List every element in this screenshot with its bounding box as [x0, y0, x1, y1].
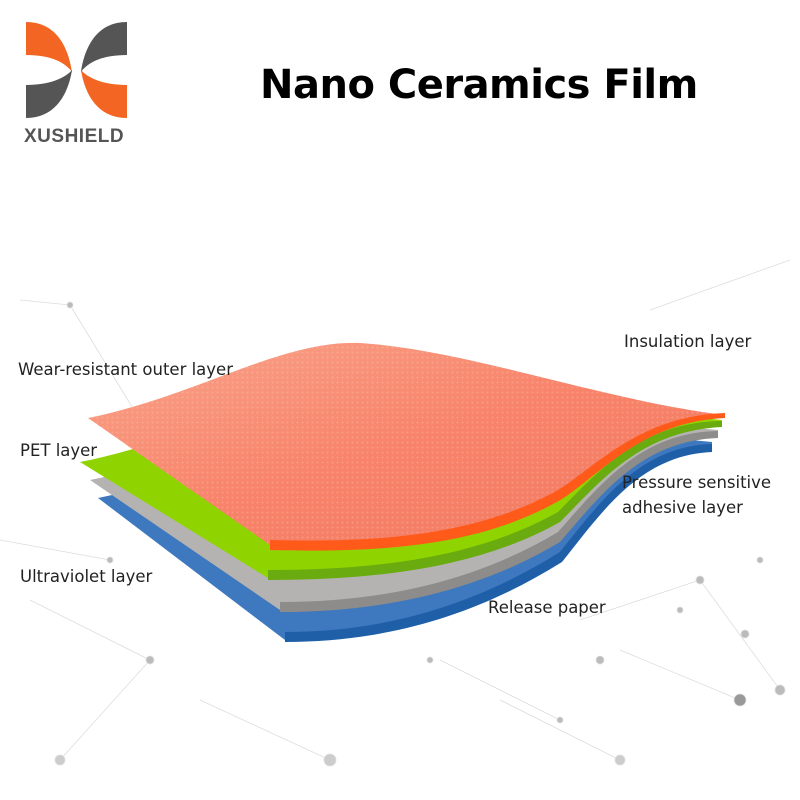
label-release-paper: Release paper: [488, 598, 606, 617]
label-ultraviolet: Ultraviolet layer: [20, 567, 153, 586]
label-adhesive-layer: adhesive layer: [622, 498, 743, 517]
brand-name: XUSHIELD: [24, 126, 125, 147]
xushield-logo: [26, 22, 127, 118]
label-pet: PET layer: [20, 441, 98, 460]
page-title: Nano Ceramics Film: [260, 62, 698, 108]
film-layers: [80, 342, 725, 642]
label-wear-resistant: Wear-resistant outer layer: [18, 360, 233, 379]
label-insulation: Insulation layer: [624, 332, 752, 351]
label-pressure-sensitive: Pressure sensitive: [622, 473, 772, 492]
